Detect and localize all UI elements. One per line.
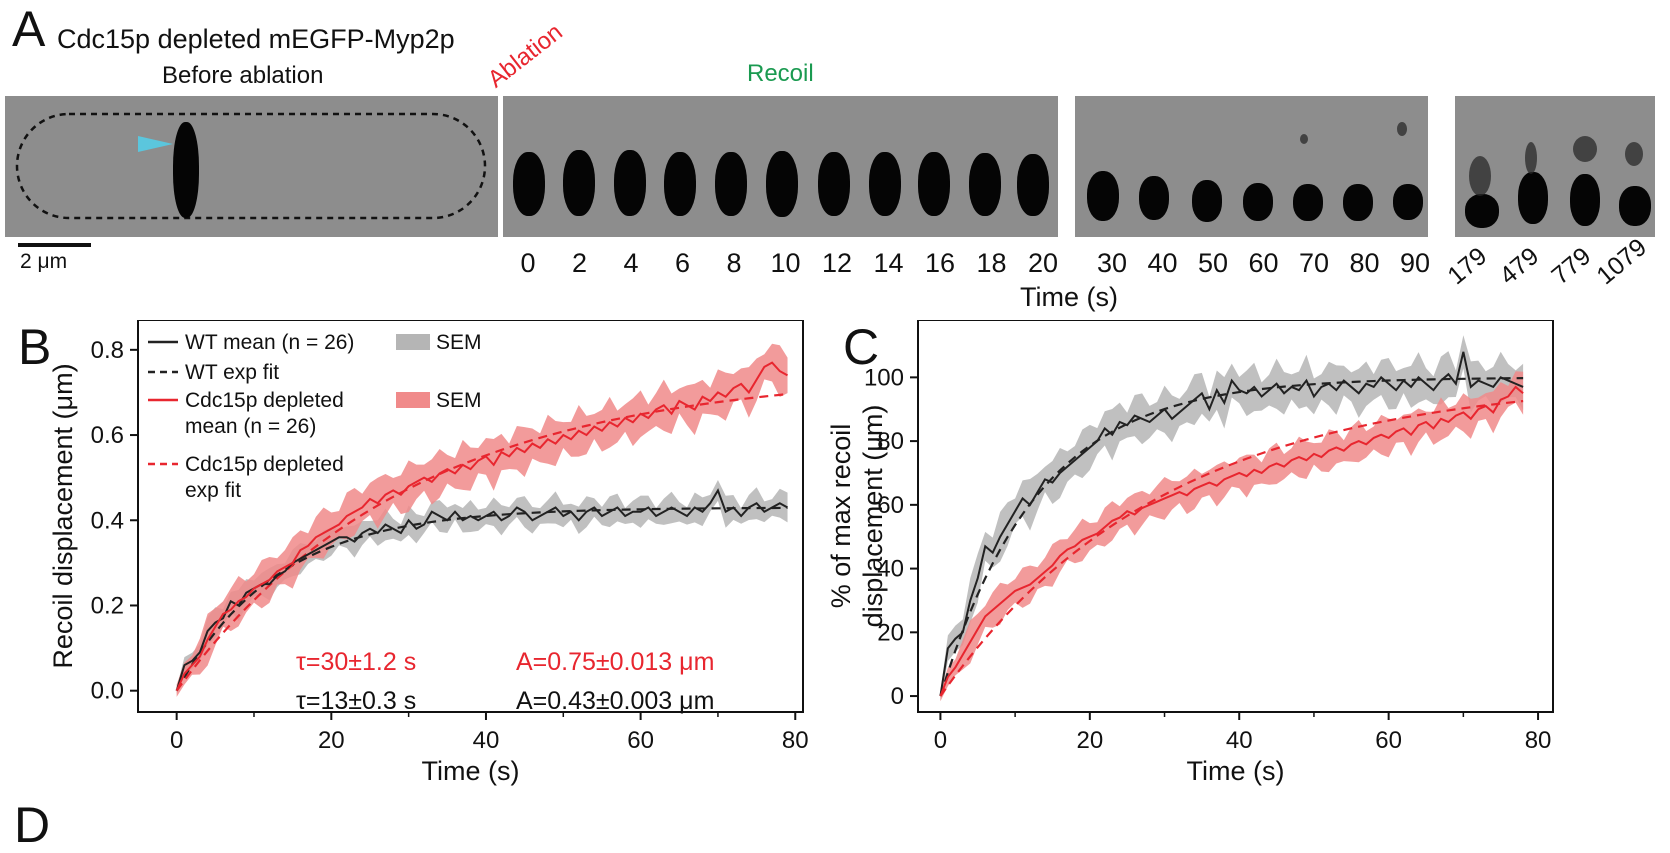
- legend-sem-swatch-1: [396, 392, 430, 408]
- x-tick-label-0: 0: [170, 727, 183, 754]
- time-label-late-6: 90: [1399, 248, 1431, 278]
- x-tick-label-4: 80: [782, 727, 809, 754]
- y-tick-label-1: 20: [877, 619, 904, 646]
- time-label-early-0: 0: [520, 248, 536, 278]
- cell-outline: [15, 112, 487, 220]
- y-tick-label-4: 80: [877, 428, 904, 455]
- time-label-early-2: 4: [623, 248, 639, 278]
- sem-band-0: [940, 335, 1524, 701]
- micrograph-before-ablation: [5, 96, 498, 237]
- scale-bar-label: 2 μm: [20, 250, 68, 273]
- panel-d-letter: D: [14, 797, 51, 853]
- time-label-late-0: 30: [1096, 248, 1128, 278]
- legend-sem-swatch-0: [396, 334, 430, 350]
- time-label-early-6: 12: [821, 248, 853, 278]
- micrograph-long-times: [1455, 96, 1655, 237]
- x-tick-label-0: 0: [934, 727, 947, 754]
- legend-sem-label-1: SEM: [436, 389, 482, 412]
- fit-line-1: [939, 399, 1524, 697]
- y-tick-label-0: 0: [891, 683, 904, 710]
- plot-frame: [137, 320, 804, 713]
- mean-line-0: [939, 351, 1524, 697]
- fit-line-1: [175, 392, 788, 692]
- chart-b: 0 20 40 60 80 0.0 0.2 0.4 0.6 0.8 Time (s) Recoil d…: [48, 320, 809, 786]
- legend-label-3: Cdc15p depleted: [185, 453, 344, 476]
- before-ablation-label: Before ablation: [162, 62, 324, 89]
- y-axis-label: Recoil displacement (μm): [48, 363, 78, 668]
- time-label-early-8: 16: [924, 248, 956, 278]
- micrograph-recoil-early: [503, 96, 1058, 237]
- x-tick-label-2: 40: [473, 727, 500, 754]
- chart-c: 0 20 40 60 80 0 20 40 60 80 100 Time (s) % of max re…: [830, 320, 1554, 786]
- x-axis-label: Time (s): [422, 756, 520, 786]
- time-label-late-5: 80: [1349, 248, 1380, 278]
- y-tick-label-2: 40: [877, 556, 904, 583]
- arrowhead-icon: [138, 136, 173, 152]
- time-label-long-3: 1079: [1591, 233, 1652, 291]
- time-label-late-2: 50: [1197, 248, 1229, 278]
- ablation-label: Ablation: [482, 18, 568, 94]
- sem-band-1: [940, 371, 1524, 702]
- mean-line-1: [939, 385, 1524, 697]
- time-label-long-0: 179: [1442, 241, 1493, 291]
- micrograph-recoil-late: [1075, 96, 1428, 237]
- x-tick-label-1: 20: [318, 727, 345, 754]
- y-axis-label: % of max recoil: [830, 424, 856, 609]
- time-label-late-4: 70: [1298, 248, 1330, 278]
- legend-label-2: Cdc15p depleted: [185, 389, 344, 412]
- y-tick-label-3: 60: [877, 492, 904, 519]
- panel-a-title: Cdc15p depleted mEGFP-Myp2p: [57, 24, 455, 54]
- plot-frame: [917, 320, 1554, 713]
- annotation-3: A=0.43±0.003 μm: [516, 687, 714, 715]
- x-tick-label-3: 60: [627, 727, 654, 754]
- x-tick-label-4: 80: [1525, 727, 1552, 754]
- y-axis-label-line2: displacement (μm): [858, 405, 888, 628]
- y-tick-label-1: 0.2: [91, 592, 124, 619]
- x-tick-label-1: 20: [1076, 727, 1103, 754]
- legend-label-1: WT exp fit: [185, 361, 279, 384]
- y-tick-label-4: 0.8: [91, 337, 124, 364]
- time-label-early-3: 6: [674, 248, 691, 278]
- time-label-late-1: 40: [1147, 248, 1178, 278]
- recoil-label: Recoil: [747, 60, 814, 87]
- y-tick-label-2: 0.4: [91, 507, 124, 534]
- legend-sem-label-0: SEM: [436, 331, 482, 354]
- y-tick-label-5: 100: [864, 364, 904, 391]
- panel-a-letter: A: [12, 1, 46, 57]
- legend-label2-3: exp fit: [185, 479, 241, 502]
- time-label-early-1: 2: [571, 248, 588, 278]
- time-label-early-4: 8: [726, 248, 742, 278]
- legend-label2-2: mean (n = 26): [185, 415, 316, 438]
- time-label-early-7: 14: [873, 248, 904, 278]
- legend-label-0: WT mean (n = 26): [185, 331, 354, 354]
- time-label-long-2: 779: [1546, 241, 1597, 291]
- y-tick-label-0: 0.0: [91, 678, 124, 705]
- annotation-2: τ=13±0.3 s: [296, 687, 416, 715]
- annotation-0: τ=30±1.2 s: [296, 648, 416, 676]
- time-label-early-9: 18: [976, 248, 1007, 278]
- time-label-late-3: 60: [1248, 248, 1279, 278]
- x-tick-label-2: 40: [1226, 727, 1253, 754]
- scale-bar: [18, 243, 91, 247]
- time-label-early-5: 10: [770, 248, 801, 278]
- y-tick-label-3: 0.6: [91, 422, 124, 449]
- time-label-early-10: 20: [1027, 248, 1059, 278]
- mean-line-1: [175, 361, 789, 692]
- x-axis-label: Time (s): [1187, 756, 1285, 786]
- time-label-long-1: 479: [1494, 241, 1545, 291]
- panel-b-letter: B: [18, 319, 52, 375]
- fit-line-0: [939, 377, 1524, 697]
- mean-line-0: [175, 488, 789, 691]
- panel-a-time-axis-label: Time (s): [1020, 282, 1118, 312]
- annotation-1: A=0.75±0.013 μm: [516, 648, 714, 676]
- sem-band-1: [176, 343, 788, 697]
- x-tick-label-3: 60: [1375, 727, 1402, 754]
- panel-c-letter: C: [843, 319, 880, 375]
